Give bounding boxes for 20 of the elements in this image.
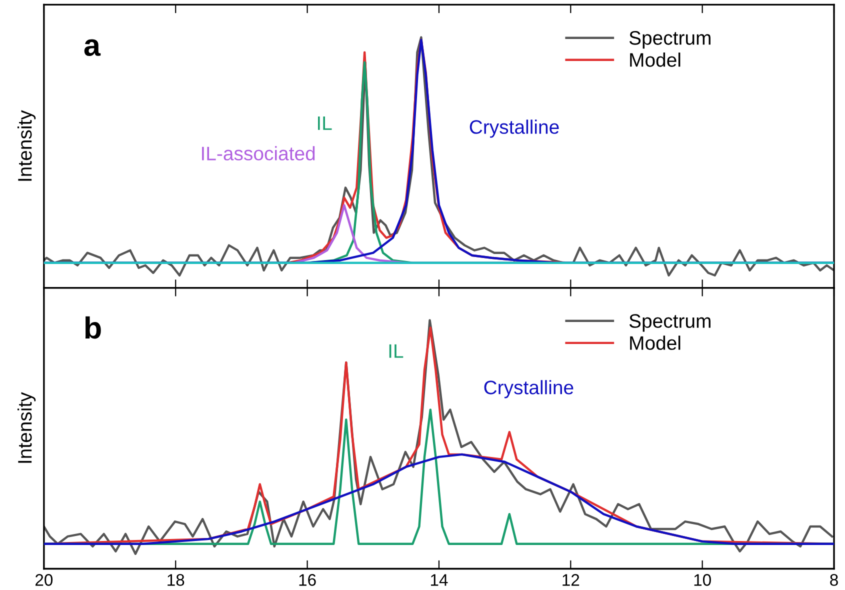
x-tick-label: 12	[562, 574, 580, 586]
series-label: IL	[318, 116, 332, 130]
x-tick-label: 10	[694, 574, 711, 586]
legend-label: Model	[630, 52, 680, 67]
y-axis-title: Intensity	[17, 392, 36, 463]
chart-title: a	[84, 39, 101, 56]
legend-label: Spectrum	[629, 314, 710, 332]
x-tick-label: 18	[168, 574, 184, 586]
x-tick-label: 16	[299, 574, 316, 586]
chart-title: b	[85, 316, 101, 339]
text: Crystalline	[484, 380, 574, 398]
series-label: Crystalline	[470, 120, 559, 138]
x-tick-label: 20	[36, 574, 53, 586]
y-axis-title: Intensity	[17, 110, 36, 181]
legend-label: Model	[630, 336, 680, 350]
x-tick-label: 14	[430, 574, 448, 586]
legend-label: Spectrum	[629, 31, 710, 49]
x-tick-label: 8	[830, 574, 838, 586]
text: IL-associated	[202, 146, 315, 160]
text: IL	[389, 344, 404, 358]
